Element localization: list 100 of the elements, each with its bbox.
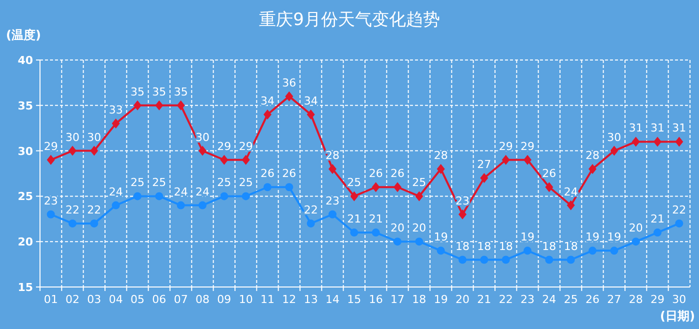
point: [524, 246, 532, 255]
point: [155, 192, 164, 200]
point: [350, 191, 358, 202]
point: [458, 209, 466, 220]
data-label: 26: [282, 167, 296, 180]
x-axis-title: (日期): [660, 309, 695, 323]
data-label: 25: [238, 176, 253, 190]
point: [394, 182, 402, 192]
point: [654, 136, 662, 147]
point: [502, 256, 510, 264]
point: [285, 91, 294, 102]
point: [654, 228, 662, 237]
point: [588, 246, 596, 255]
x-tick-label: 14: [326, 293, 340, 306]
y-tick-label: 25: [18, 190, 33, 204]
point: [68, 146, 76, 156]
data-label: 20: [390, 222, 404, 235]
data-label: 29: [217, 140, 232, 153]
point: [415, 238, 424, 246]
data-label: 36: [282, 76, 296, 90]
data-label: 20: [628, 222, 643, 235]
data-label: 30: [66, 130, 80, 144]
data-label: 22: [304, 203, 318, 216]
point: [566, 200, 575, 210]
data-label: 20: [412, 222, 426, 235]
point: [545, 256, 554, 264]
point: [566, 256, 575, 264]
y-tick-label: 40: [18, 54, 34, 67]
point: [285, 183, 294, 192]
data-label: 23: [326, 194, 340, 208]
point: [502, 154, 510, 165]
data-label: 27: [477, 158, 492, 172]
data-label: 21: [368, 212, 383, 226]
point: [350, 228, 358, 237]
point: [220, 192, 228, 200]
data-label: 29: [520, 140, 534, 153]
point: [632, 238, 640, 246]
point: [610, 146, 618, 156]
point: [198, 146, 206, 156]
point: [112, 118, 120, 129]
data-label: 26: [542, 167, 556, 180]
point: [632, 136, 640, 147]
chart-title: 重庆9月份天气变化趋势: [259, 10, 440, 30]
point: [176, 201, 185, 210]
point: [415, 191, 424, 202]
point: [675, 219, 684, 228]
point: [90, 219, 98, 228]
point: [155, 100, 164, 110]
x-tick-label: 16: [368, 293, 383, 306]
y-tick-label: 20: [18, 236, 34, 249]
x-tick-label: 28: [628, 293, 643, 306]
point: [328, 164, 336, 174]
point: [524, 154, 532, 165]
x-tick-label: 08: [196, 293, 210, 306]
data-label: 19: [434, 230, 448, 244]
x-tick-label: 15: [347, 293, 362, 306]
data-label: 35: [130, 85, 144, 98]
x-tick-label: 19: [434, 293, 448, 306]
x-tick-label: 04: [108, 293, 123, 306]
point: [220, 154, 228, 165]
data-label: 34: [304, 94, 318, 108]
point: [480, 256, 488, 264]
data-label: 25: [412, 176, 426, 190]
point: [264, 183, 272, 192]
data-label: 18: [456, 240, 470, 253]
y-tick-label: 30: [18, 144, 34, 158]
x-tick-label: 05: [130, 293, 144, 306]
x-tick-label: 11: [260, 293, 274, 306]
data-label: 33: [108, 104, 123, 117]
point: [588, 164, 596, 174]
data-label: 26: [368, 167, 383, 180]
point: [436, 164, 445, 174]
x-tick-label: 07: [174, 293, 188, 306]
x-tick-label: 21: [477, 293, 492, 306]
point: [675, 136, 684, 147]
point: [264, 109, 272, 120]
point: [458, 256, 466, 264]
x-tick-label: 23: [520, 293, 534, 306]
data-label: 28: [586, 148, 600, 162]
data-label: 19: [520, 230, 534, 244]
point: [198, 201, 206, 210]
data-label: 31: [628, 122, 643, 135]
point: [90, 146, 98, 156]
data-label: 24: [108, 185, 123, 198]
point: [306, 109, 315, 120]
point: [306, 219, 315, 228]
data-label: 28: [434, 148, 448, 162]
point: [242, 154, 250, 165]
point: [372, 228, 380, 237]
x-tick-label: 29: [650, 293, 664, 306]
x-tick-label: 13: [304, 293, 318, 306]
data-label: 22: [672, 203, 686, 216]
point: [610, 246, 618, 255]
data-label: 34: [260, 94, 274, 108]
y-axis-title: (温度): [6, 28, 41, 42]
x-tick-label: 02: [66, 293, 80, 306]
x-tick-label: 27: [607, 293, 622, 306]
data-label: 29: [44, 140, 58, 153]
x-tick-label: 01: [44, 293, 58, 306]
data-label: 21: [650, 212, 664, 226]
